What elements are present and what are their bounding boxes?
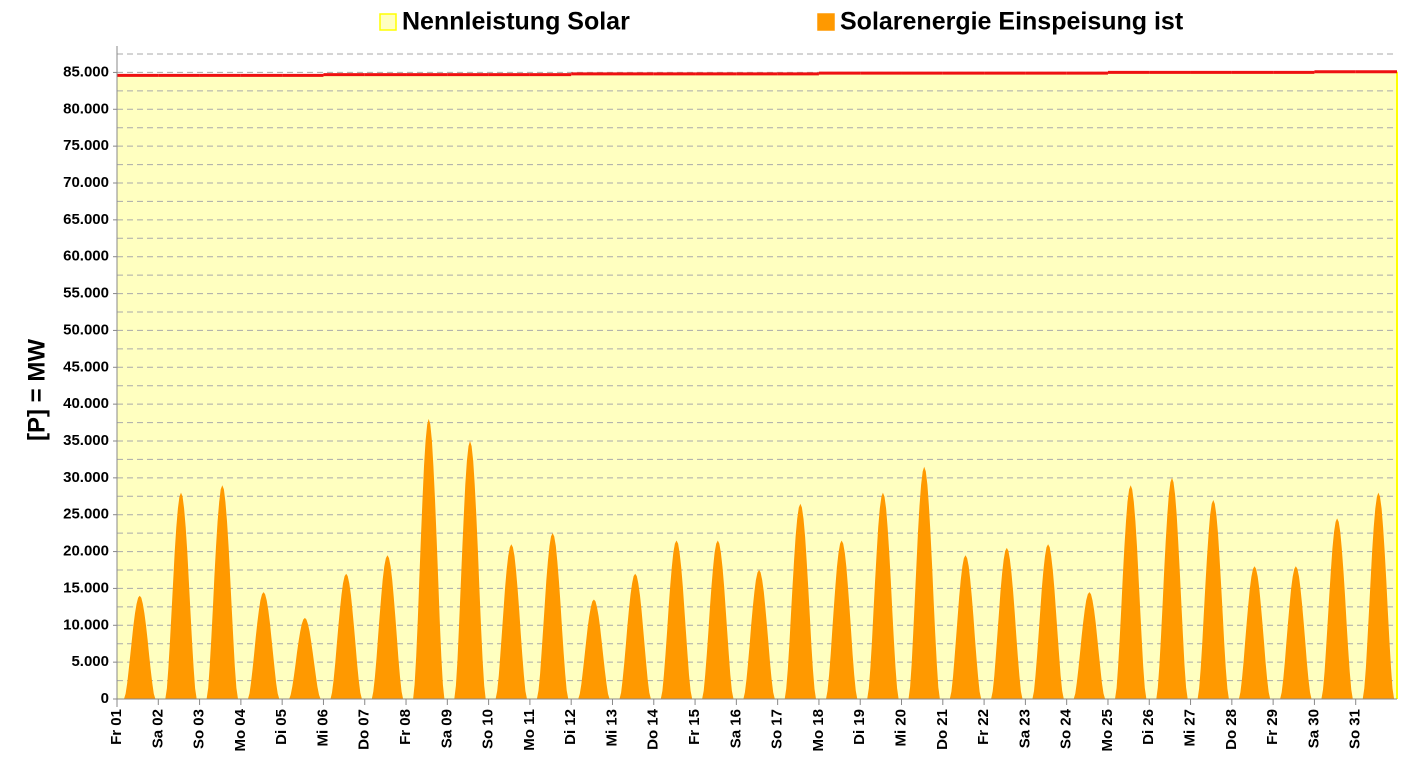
y-tick-label: 5.000 (71, 653, 109, 670)
x-tick-label: Mo 04 (232, 708, 249, 751)
x-tick-label: Do 07 (356, 709, 373, 750)
x-tick-label: Sa 02 (149, 709, 166, 748)
y-tick-label: 15.000 (63, 579, 109, 596)
x-tick-label: Mi 20 (892, 709, 909, 747)
x-tick-label: Sa 30 (1305, 709, 1322, 748)
production-area (702, 540, 734, 699)
production-area (619, 573, 651, 699)
y-tick-label: 30.000 (63, 469, 109, 486)
x-tick-label: Fr 22 (975, 709, 992, 745)
y-tick-label: 50.000 (63, 321, 109, 338)
x-tick-label: Di 26 (1140, 709, 1157, 745)
x-tick-label: So 03 (191, 709, 208, 749)
production-area (206, 485, 238, 699)
x-tick-label: Fr 29 (1264, 709, 1281, 745)
production-area (991, 547, 1023, 699)
legend-swatch (817, 13, 835, 31)
production-area (784, 503, 816, 699)
production-area (1280, 566, 1312, 699)
y-tick-label: 85.000 (63, 63, 109, 80)
production-area (1238, 566, 1271, 699)
x-tick-label: Sa 09 (438, 709, 455, 748)
y-tick-label: 0 (101, 690, 109, 707)
production-area (1197, 500, 1229, 699)
production-area (867, 492, 899, 699)
x-tick-label: Mi 06 (314, 709, 331, 747)
x-tick-label: Fr 15 (686, 709, 703, 745)
x-tick-label: Mi 13 (603, 709, 620, 747)
y-tick-label: 80.000 (63, 100, 109, 117)
production-area (454, 441, 486, 699)
y-tick-label: 60.000 (63, 248, 109, 265)
x-tick-label: Mo 18 (810, 709, 827, 752)
x-tick-label: Fr 01 (108, 709, 125, 745)
x-tick-label: So 31 (1347, 709, 1364, 749)
production-area (495, 544, 527, 699)
production-area (1114, 485, 1147, 699)
x-tick-label: Do 21 (934, 709, 951, 750)
production-area (825, 540, 858, 699)
x-tick-label: Fr 08 (397, 709, 414, 745)
x-tick-label: Do 14 (645, 708, 662, 750)
legend-label: Nennleistung Solar (402, 8, 630, 36)
x-tick-label: Mo 11 (521, 709, 538, 751)
y-tick-label: 40.000 (63, 395, 109, 412)
y-tick-label: 20.000 (63, 543, 109, 560)
legend-label: Solarenergie Einspeisung ist (840, 8, 1184, 36)
production-area (165, 492, 197, 699)
capacity-area (571, 73, 613, 700)
production-area (413, 418, 445, 699)
x-tick-label: Di 12 (562, 709, 579, 745)
x-tick-label: Sa 23 (1016, 709, 1033, 748)
production-area (1362, 492, 1395, 699)
production-area (124, 595, 156, 699)
y-tick-label: 55.000 (63, 285, 109, 302)
production-area (743, 570, 775, 699)
production-area (1032, 544, 1064, 699)
y-tick-label: 10.000 (63, 616, 109, 633)
production-area (536, 533, 569, 699)
y-tick-label: 75.000 (63, 137, 109, 154)
y-tick-label: 45.000 (63, 358, 109, 375)
x-tick-label: Mo 25 (1099, 709, 1116, 752)
x-tick-label: So 17 (769, 709, 786, 749)
x-tick-label: Do 28 (1223, 709, 1240, 750)
production-area (1073, 592, 1106, 699)
x-tick-label: So 10 (480, 709, 497, 749)
production-area (908, 466, 940, 699)
y-axis-title: [P] = MW (23, 339, 50, 441)
x-tick-label: Sa 16 (727, 709, 744, 748)
production-area (330, 573, 362, 699)
production-area (371, 555, 404, 699)
production-area (578, 599, 610, 699)
legend-swatch (379, 13, 397, 31)
production-area (289, 617, 321, 699)
y-tick-label: 25.000 (63, 506, 109, 523)
capacity-area (117, 75, 159, 700)
capacity-area (240, 75, 283, 700)
production-area (660, 540, 693, 699)
production-area (1321, 518, 1353, 699)
x-tick-label: So 24 (1058, 708, 1075, 749)
capacity-area (282, 75, 324, 700)
y-tick-label: 35.000 (63, 432, 109, 449)
production-area (247, 592, 280, 699)
x-tick-label: Di 19 (851, 709, 868, 745)
production-area (1156, 477, 1188, 699)
x-tick-label: Mi 27 (1182, 709, 1199, 747)
x-tick-label: Di 05 (273, 709, 290, 745)
y-tick-label: 70.000 (63, 174, 109, 191)
production-area (949, 555, 982, 699)
y-tick-label: 65.000 (63, 211, 109, 228)
